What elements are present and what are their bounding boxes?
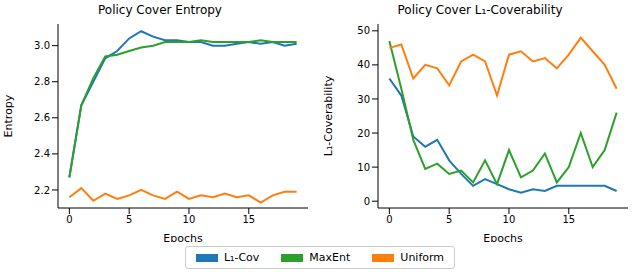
svg-text:0: 0 — [386, 214, 392, 225]
svg-text:10: 10 — [357, 162, 370, 173]
svg-text:2.6: 2.6 — [34, 112, 50, 123]
svg-text:2.4: 2.4 — [34, 148, 50, 159]
svg-text:50: 50 — [357, 25, 370, 36]
svg-text:Entropy: Entropy — [8, 94, 15, 137]
svg-text:15: 15 — [562, 214, 575, 225]
svg-text:2.2: 2.2 — [34, 185, 50, 196]
svg-text:30: 30 — [357, 94, 370, 105]
svg-text:3.0: 3.0 — [34, 40, 50, 51]
svg-text:40: 40 — [357, 59, 370, 70]
svg-text:10: 10 — [503, 214, 516, 225]
svg-text:0: 0 — [66, 214, 72, 225]
svg-text:2.8: 2.8 — [34, 76, 50, 87]
svg-text:5: 5 — [126, 214, 132, 225]
html-text:MaxEnt: MaxEnt — [309, 251, 351, 264]
html-text:L₁-Cov: L₁-Cov — [223, 251, 260, 264]
html-text:Policy Cover L₁-Coverability: Policy Cover L₁-Coverability — [397, 3, 563, 17]
svg-text:10: 10 — [183, 214, 196, 225]
svg-text:15: 15 — [242, 214, 255, 225]
svg-text:L₁-Coverability: L₁-Coverability — [322, 75, 335, 156]
html-text:Uniform: Uniform — [400, 251, 445, 264]
svg-text:0: 0 — [364, 196, 370, 207]
svg-text:Epochs: Epochs — [163, 232, 203, 242]
html-text:Policy Cover Entropy: Policy Cover Entropy — [98, 3, 222, 17]
svg-text:Epochs: Epochs — [483, 232, 523, 242]
svg-text:20: 20 — [357, 128, 370, 139]
svg-text:5: 5 — [446, 214, 452, 225]
